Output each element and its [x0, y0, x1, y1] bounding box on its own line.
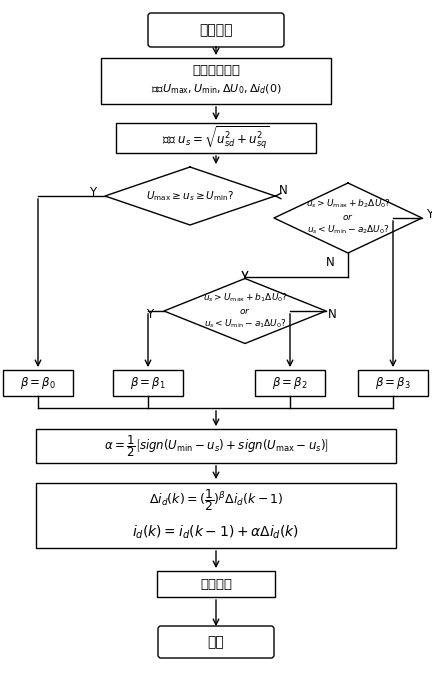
Bar — [116, 123, 316, 153]
Text: Y: Y — [146, 308, 153, 321]
Text: N: N — [326, 256, 334, 269]
Text: 结束: 结束 — [208, 635, 224, 649]
Text: 计算$U_{\mathrm{max}},U_{\mathrm{min}},\Delta U_0,\Delta i_d(0)$: 计算$U_{\mathrm{max}},U_{\mathrm{min}},\De… — [151, 82, 281, 96]
Bar — [255, 370, 325, 396]
Bar — [36, 483, 396, 548]
Text: 采集直流电压: 采集直流电压 — [192, 64, 240, 77]
Bar — [36, 429, 396, 463]
Text: $\beta=\beta_3$: $\beta=\beta_3$ — [375, 375, 411, 391]
Text: $\alpha=\dfrac{1}{2}\left[sign(U_{\mathrm{min}}-u_s)+sign(U_{\mathrm{max}}-u_s)\: $\alpha=\dfrac{1}{2}\left[sign(U_{\mathr… — [104, 433, 328, 459]
Text: $\beta=\beta_2$: $\beta=\beta_2$ — [272, 375, 308, 391]
Bar — [3, 370, 73, 396]
Text: $u_s>U_{\mathrm{max}}+b_1\Delta U_0$?: $u_s>U_{\mathrm{max}}+b_1\Delta U_0$? — [203, 292, 288, 304]
Text: $u_s<U_{\mathrm{min}}-a_1\Delta U_0$?: $u_s<U_{\mathrm{min}}-a_1\Delta U_0$? — [203, 318, 286, 330]
FancyBboxPatch shape — [148, 13, 284, 47]
Text: 计算 $u_s=\sqrt{u_{sd}^2+u_{sq}^2}$: 计算 $u_s=\sqrt{u_{sd}^2+u_{sq}^2}$ — [162, 125, 270, 151]
Text: 限幅输出: 限幅输出 — [200, 578, 232, 591]
Text: $i_d(k)=i_d(k-1)+\alpha\Delta i_d(k)$: $i_d(k)=i_d(k-1)+\alpha\Delta i_d(k)$ — [133, 523, 299, 540]
Text: $\beta=\beta_0$: $\beta=\beta_0$ — [20, 375, 56, 391]
Bar — [358, 370, 428, 396]
Polygon shape — [164, 279, 326, 344]
Text: Y: Y — [89, 186, 97, 199]
Text: $\beta=\beta_1$: $\beta=\beta_1$ — [130, 375, 166, 391]
Text: 启动弱磁: 启动弱磁 — [199, 23, 233, 37]
Bar — [157, 571, 275, 597]
Text: $u_s<U_{\mathrm{min}}-a_2\Delta U_0$?: $u_s<U_{\mathrm{min}}-a_2\Delta U_0$? — [307, 224, 390, 236]
Bar — [101, 58, 331, 104]
Text: N: N — [327, 308, 337, 321]
Text: $u_s>U_{\mathrm{max}}+b_2\Delta U_0$?: $u_s>U_{\mathrm{max}}+b_2\Delta U_0$? — [305, 198, 391, 210]
Text: $\Delta i_d(k)=(\dfrac{1}{2})^{\beta}\Delta i_d(k-1)$: $\Delta i_d(k)=(\dfrac{1}{2})^{\beta}\De… — [149, 487, 283, 513]
Text: Y: Y — [426, 207, 432, 220]
Polygon shape — [105, 167, 275, 225]
Text: $or$: $or$ — [342, 212, 354, 222]
Text: $or$: $or$ — [239, 306, 251, 316]
Bar — [113, 370, 183, 396]
Text: $U_{\mathrm{max}}\geq u_s\geq U_{\mathrm{min}}$?: $U_{\mathrm{max}}\geq u_s\geq U_{\mathrm… — [146, 189, 234, 203]
Polygon shape — [274, 183, 422, 253]
Text: N: N — [279, 184, 287, 197]
FancyBboxPatch shape — [158, 626, 274, 658]
